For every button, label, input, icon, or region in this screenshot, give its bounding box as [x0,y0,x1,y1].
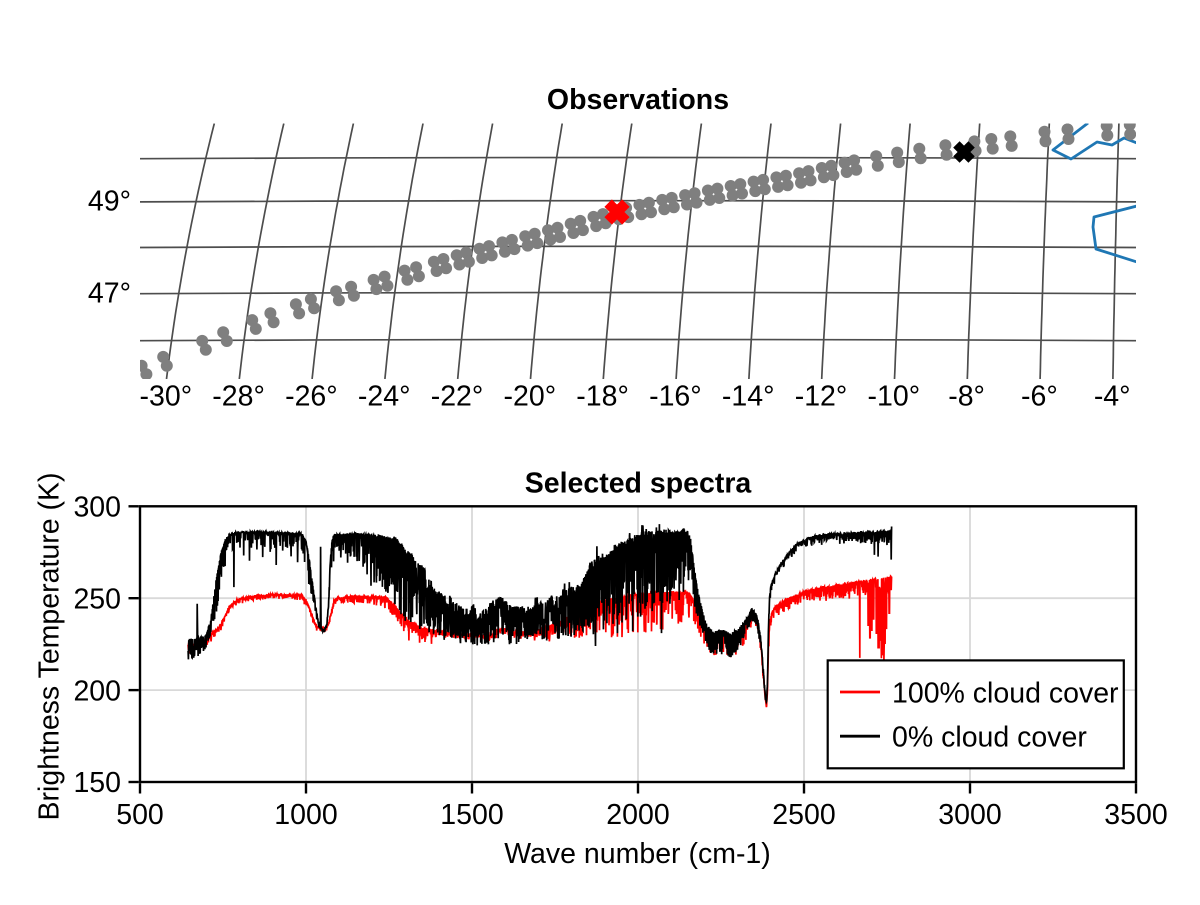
svg-text:-18°: -18° [576,380,629,412]
svg-text:-20°: -20° [504,380,557,412]
svg-text:Selected spectra: Selected spectra [525,468,753,500]
svg-text:-16°: -16° [649,380,702,412]
svg-text:-26°: -26° [285,380,338,412]
svg-text:200: 200 [73,675,121,707]
svg-text:Wave number (cm-1): Wave number (cm-1) [504,838,771,870]
svg-text:500: 500 [116,799,164,831]
svg-text:-8°: -8° [948,380,985,412]
svg-text:Brightness Temperature (K): Brightness Temperature (K) [34,473,66,821]
svg-text:-28°: -28° [212,380,265,412]
svg-text:47°: 47° [88,277,131,309]
svg-text:250: 250 [73,583,121,615]
svg-text:-14°: -14° [722,380,775,412]
svg-text:-24°: -24° [358,380,411,412]
svg-text:-10°: -10° [868,380,921,412]
svg-text:1500: 1500 [440,799,503,831]
svg-text:1000: 1000 [274,799,337,831]
svg-text:Observations: Observations [547,84,729,116]
svg-text:300: 300 [73,492,121,524]
svg-text:2500: 2500 [772,799,835,831]
svg-text:0% cloud cover: 0% cloud cover [892,722,1087,754]
svg-text:2000: 2000 [606,799,669,831]
svg-text:-12°: -12° [795,380,848,412]
svg-text:3000: 3000 [938,799,1001,831]
svg-text:-6°: -6° [1021,380,1058,412]
svg-text:150: 150 [73,767,121,799]
svg-text:-22°: -22° [431,380,484,412]
svg-text:3500: 3500 [1104,799,1167,831]
svg-text:100% cloud cover: 100% cloud cover [892,678,1119,710]
svg-text:-4°: -4° [1094,380,1131,412]
svg-text:-30°: -30° [140,380,193,412]
svg-text:49°: 49° [88,186,131,218]
